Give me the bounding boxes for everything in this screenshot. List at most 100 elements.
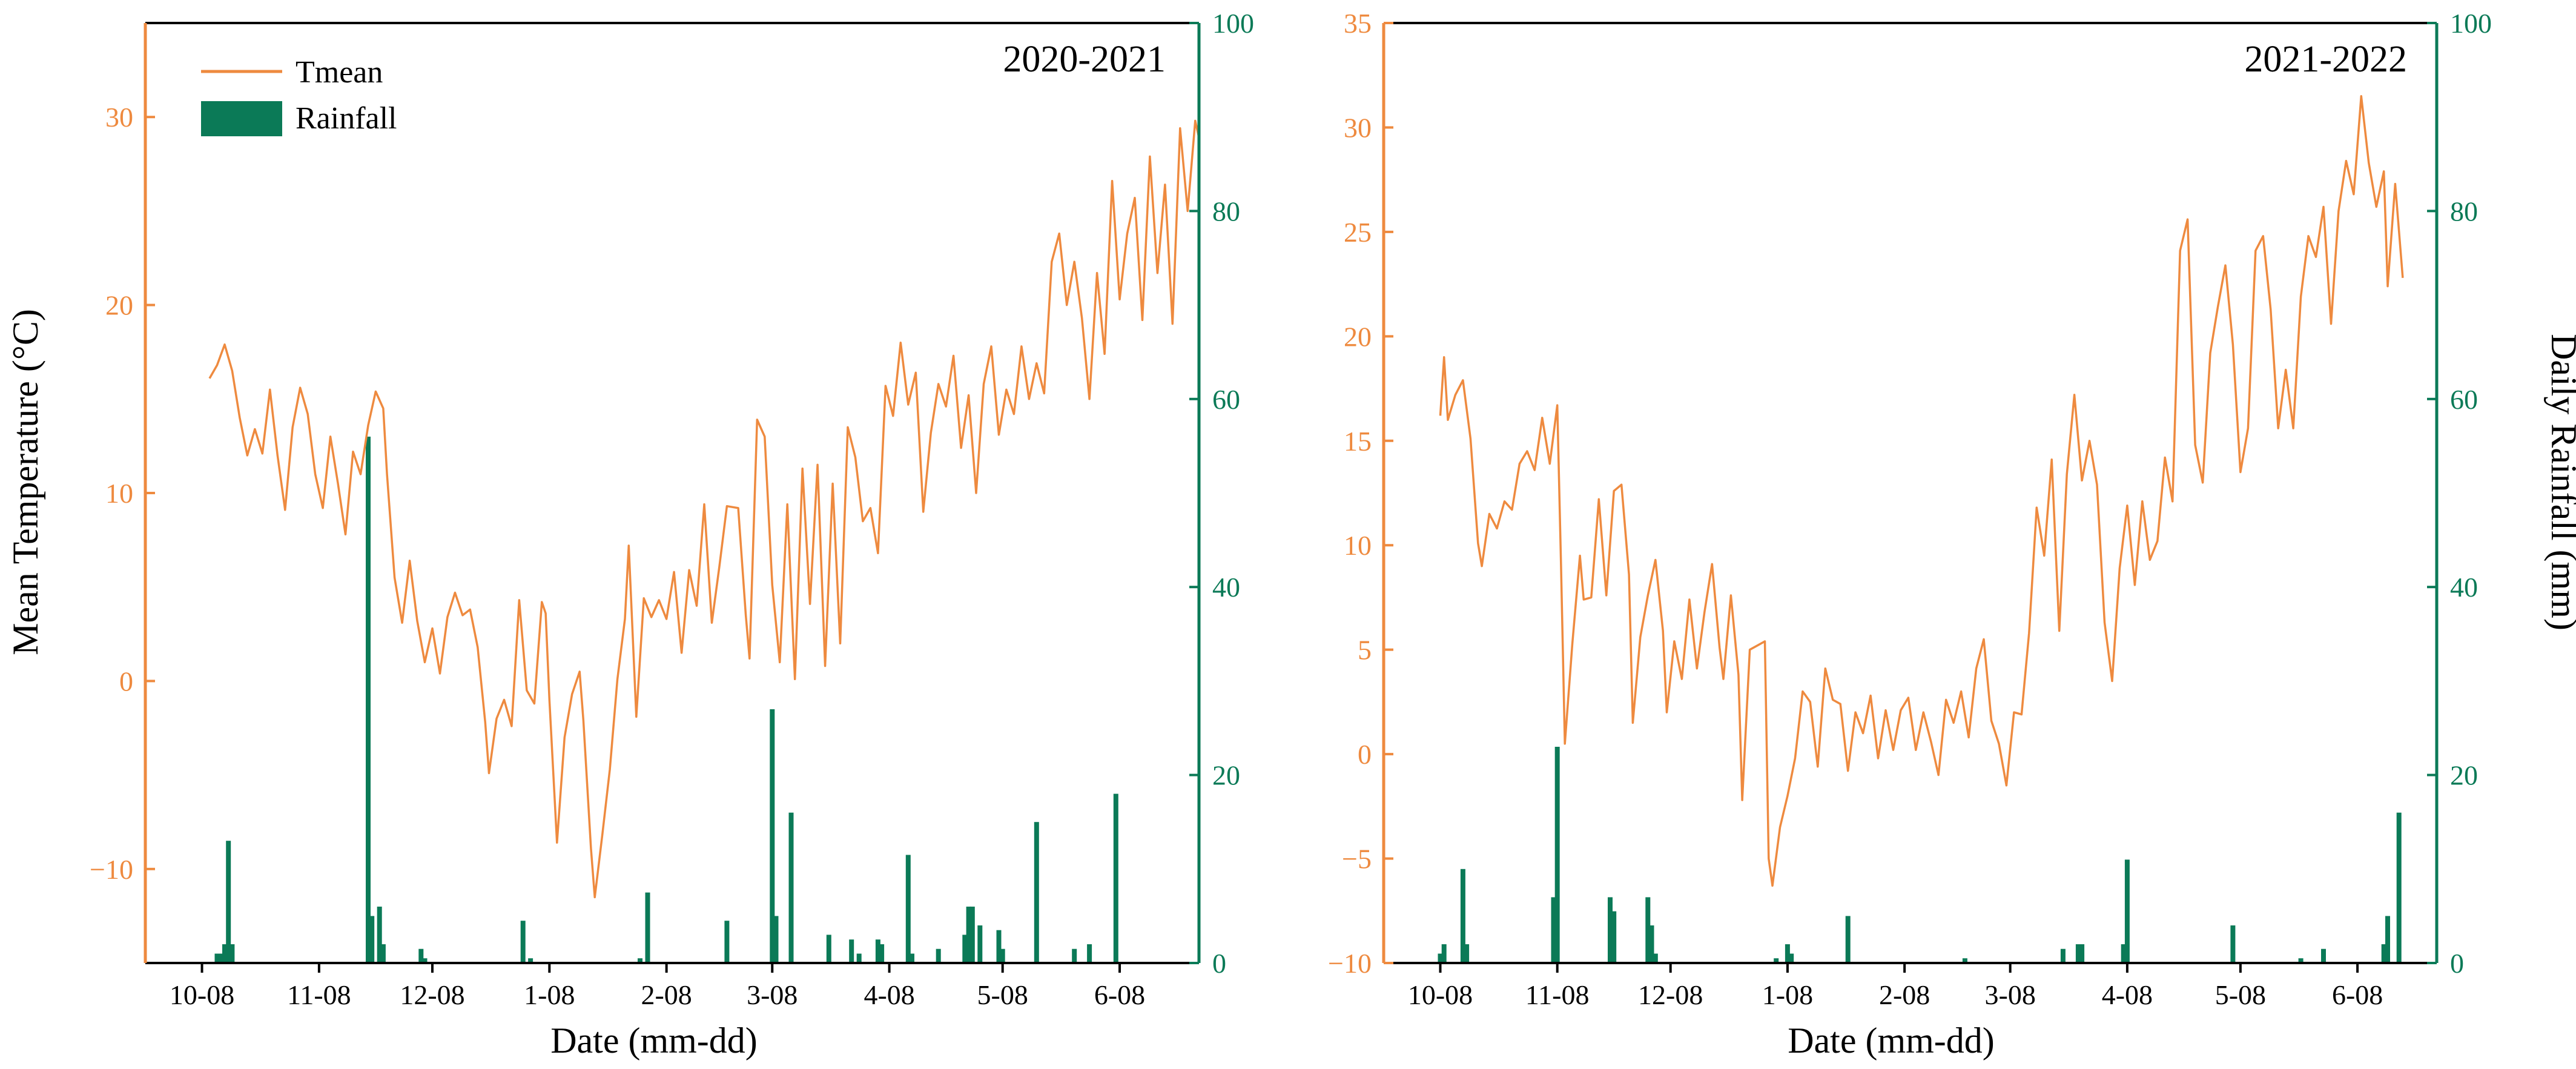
rainfall-bar xyxy=(226,841,231,963)
y-left-tick-label: 20 xyxy=(105,290,133,321)
rainfall-bar xyxy=(1034,822,1039,963)
x-tick-label: 11-08 xyxy=(287,979,351,1010)
y-right-tick-label: 40 xyxy=(1212,572,1240,603)
x-tick-label: 2-08 xyxy=(641,979,692,1010)
x-tick-label: 12-08 xyxy=(1638,979,1703,1010)
rainfall-bar xyxy=(230,944,235,963)
rainfall-bar xyxy=(962,935,968,963)
x-axis-title: Date (mm-dd) xyxy=(1788,1021,1995,1061)
rainfall-bar xyxy=(222,944,227,963)
rainfall-bar xyxy=(2075,944,2081,963)
panel-2021-2022: 2021-2022 Daily Rainfall (mm) Date (mm-d… xyxy=(1328,8,2576,1061)
y-right-tick-label: 80 xyxy=(1212,196,1240,227)
rainfall-bar xyxy=(969,906,975,963)
rainfall-bar xyxy=(1774,958,1779,963)
rainfall-bar xyxy=(1072,948,1077,963)
x-tick-label: 10-08 xyxy=(1408,979,1473,1010)
y-left-tick-label: −10 xyxy=(1328,948,1372,979)
y-left-tick-label: −10 xyxy=(90,854,133,885)
panel-2020-2021: 2020-2021 Tmean Rainfall Mean Temperatur… xyxy=(5,8,1254,1061)
rainfall-bar xyxy=(910,953,914,963)
period-label: 2021-2022 xyxy=(2244,39,2407,80)
rainfall-bar xyxy=(826,935,831,963)
y-left-tick-label: 5 xyxy=(1358,635,1372,666)
rainfall-bar xyxy=(875,939,880,963)
y-right-tick-label: 100 xyxy=(1212,8,1254,39)
y-left-tick-label: 15 xyxy=(1344,426,1372,457)
y-left-tick-label: 0 xyxy=(1358,739,1372,770)
rainfall-bar xyxy=(1653,953,1658,963)
tmean-line xyxy=(1439,94,2404,887)
rainfall-bar xyxy=(773,916,779,963)
y-left-tick-label: 0 xyxy=(119,666,133,697)
y-right-tick-label: 0 xyxy=(1212,948,1226,979)
y-left-tick-label: 10 xyxy=(1344,530,1372,561)
rainfall-bar xyxy=(366,436,371,963)
rainfall-bar xyxy=(377,906,382,963)
rainfall-bar xyxy=(724,921,730,963)
y-axis-right-title: Daily Rainfall (mm) xyxy=(2544,334,2576,630)
x-tick-label: 11-08 xyxy=(1525,979,1590,1010)
rainfall-bar xyxy=(1789,953,1794,963)
x-axis-title: Date (mm-dd) xyxy=(550,1021,758,1061)
rainfall-bar xyxy=(966,906,971,963)
rainfall-bar xyxy=(936,948,941,963)
x-tick-label: 3-08 xyxy=(747,979,798,1010)
rainfall-bar xyxy=(1441,944,1447,963)
legend-rainfall-swatch xyxy=(201,101,282,136)
y-left-tick-label: 10 xyxy=(105,478,133,509)
rainfall-bar xyxy=(1845,916,1851,963)
rainfall-bar xyxy=(1608,897,1613,963)
y-left-tick-label: −5 xyxy=(1342,844,1372,875)
x-tick-label: 5-08 xyxy=(977,979,1028,1010)
rainfall-bar xyxy=(1460,869,1465,963)
y-right-tick-label: 60 xyxy=(2450,384,2478,415)
rainfall-bar xyxy=(418,948,424,963)
y-axis-left-title: Mean Temperature (°C) xyxy=(5,309,45,655)
y-right-tick-label: 0 xyxy=(2450,948,2464,979)
rainfall-bar xyxy=(879,944,885,963)
rainfall-bar xyxy=(1113,793,1118,963)
y-right-tick-label: 20 xyxy=(1212,760,1240,791)
x-tick-label: 3-08 xyxy=(1985,979,2036,1010)
rainfall-bar xyxy=(1554,747,1560,963)
rainfall-series xyxy=(214,436,1118,963)
rainfall-bar xyxy=(2396,812,2402,963)
rainfall-bar xyxy=(2060,948,2066,963)
y-left-tick-label: 30 xyxy=(1344,112,1372,143)
y-right-tick-label: 100 xyxy=(2450,8,2492,39)
rainfall-bar xyxy=(1611,911,1617,963)
rainfall-bar xyxy=(422,958,428,963)
rainfall-bar xyxy=(214,953,220,963)
rainfall-bar xyxy=(770,709,775,963)
legend: Tmean Rainfall xyxy=(201,55,397,136)
rainfall-bar xyxy=(2321,948,2326,963)
rainfall-bar xyxy=(1785,944,1790,963)
y-left-tick-label: 30 xyxy=(105,102,133,133)
rainfall-bar xyxy=(2298,958,2304,963)
rainfall-bar xyxy=(1438,953,1443,963)
rainfall-bar xyxy=(369,916,375,963)
x-tick-label: 10-08 xyxy=(170,979,234,1010)
x-tick-label: 4-08 xyxy=(2102,979,2153,1010)
x-tick-label: 6-08 xyxy=(1094,979,1145,1010)
rainfall-bar xyxy=(1087,944,1092,963)
tmean-line xyxy=(208,119,1200,899)
legend-rainfall-label: Rainfall xyxy=(296,101,397,136)
rainfall-series xyxy=(1438,747,2402,963)
y-right-tick-label: 80 xyxy=(2450,196,2478,227)
rainfall-bar xyxy=(996,930,1002,963)
period-label: 2020-2021 xyxy=(1003,39,1166,80)
rainfall-bar xyxy=(218,953,223,963)
x-tick-label: 5-08 xyxy=(2215,979,2266,1010)
y-right-tick-label: 40 xyxy=(2450,572,2478,603)
x-tick-label: 2-08 xyxy=(1879,979,1930,1010)
y-right-tick-label: 20 xyxy=(2450,760,2478,791)
rainfall-bar xyxy=(1645,897,1651,963)
rainfall-bar xyxy=(905,855,911,963)
rainfall-bar xyxy=(1000,948,1005,963)
rainfall-bar xyxy=(638,958,642,963)
x-tick-label: 6-08 xyxy=(2332,979,2383,1010)
rainfall-bar xyxy=(977,925,983,963)
